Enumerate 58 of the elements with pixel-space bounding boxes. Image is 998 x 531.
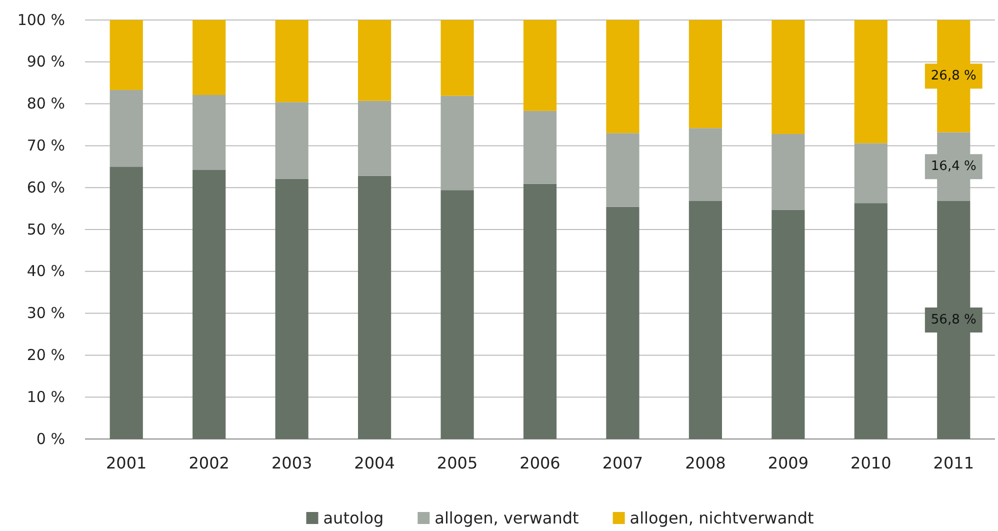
y-tick-label: 90 % [26,52,65,71]
data-label: 26,8 % [930,68,976,84]
bar [192,20,226,95]
bar [192,170,226,439]
x-tick-label: 2011 [933,453,974,472]
y-tick-label: 40 % [26,262,65,280]
y-tick-label: 30 % [26,304,65,322]
x-tick-label: 2008 [685,453,726,472]
bar [440,96,474,190]
bar [440,20,474,96]
bar [110,166,143,439]
bar [440,190,474,439]
bar [110,20,143,90]
bar [523,110,557,184]
bar [688,201,722,439]
bar [358,20,392,101]
bar [772,210,805,439]
bar [523,20,557,111]
bar [772,134,805,210]
x-tick-label: 2005 [436,453,478,472]
legend-label: allogen, verwandt [434,508,579,528]
x-tick-label: 2002 [188,453,230,472]
legend-label: autolog [323,508,384,528]
bar [275,102,308,179]
bar [854,143,888,204]
x-tick-label: 2007 [602,453,644,472]
x-tick-label: 2010 [850,453,892,472]
bar [854,203,888,439]
bar [358,176,392,439]
bar [275,20,308,102]
x-tick-label: 2006 [520,453,560,472]
bar [606,133,640,207]
x-tick-label: 2003 [271,453,312,472]
y-tick-label: 50 % [26,220,65,238]
y-tick-label: 60 % [26,178,65,196]
bar [606,206,640,439]
bar [772,20,805,134]
x-tick-label: 2009 [768,453,809,472]
bar [523,184,557,439]
y-tick-label: 80 % [26,94,65,113]
y-tick-label: 100 % [17,10,65,29]
y-tick-label: 0 % [36,430,65,448]
data-label: 56,8 % [930,312,976,328]
y-tick-label: 10 % [26,388,65,406]
bar [275,178,308,439]
data-label: 16,4 % [930,159,976,174]
x-tick-label: 2004 [354,453,395,472]
y-tick-label: 20 % [26,346,65,364]
legend-label: allogen, nichtverwandt [630,508,814,528]
bar [606,20,640,134]
bar [110,90,143,167]
bar [688,20,722,128]
bar [192,95,226,170]
bar [854,20,888,144]
y-tick-label: 70 % [26,136,65,154]
bar [358,100,392,176]
bar [688,128,722,202]
x-tick-label: 2001 [106,453,147,472]
